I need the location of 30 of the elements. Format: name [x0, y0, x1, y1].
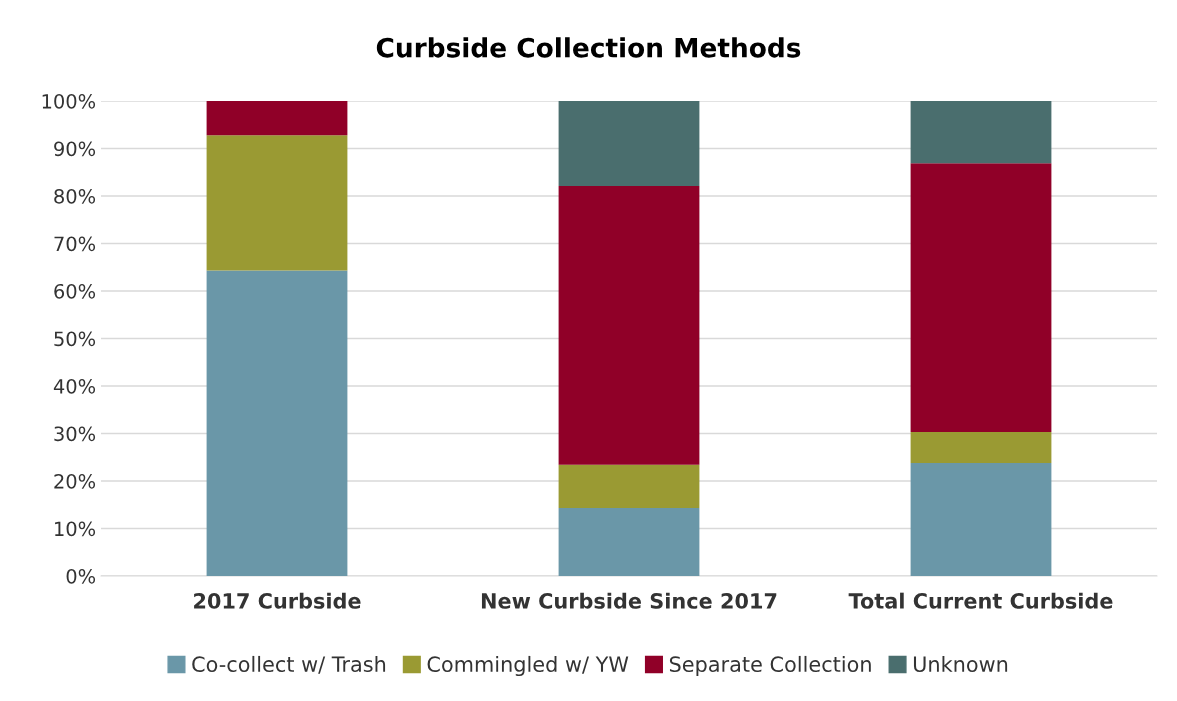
y-tick-label: 90%	[54, 141, 96, 157]
x-tick-label: Total Current Curbside	[848, 592, 1113, 609]
bar	[206, 101, 348, 136]
y-tick-label: 20%	[54, 473, 96, 489]
chart-title: Curbside Collection Methods	[376, 37, 801, 58]
bar	[558, 508, 700, 576]
y-tick-label: 50%	[54, 331, 96, 347]
x-tick-label: 2017 Curbside	[194, 592, 361, 609]
y-tick-label: 70%	[54, 236, 96, 252]
legend-label: Unknown	[913, 655, 1008, 673]
bar	[206, 270, 348, 576]
bar	[910, 101, 1052, 164]
bar	[910, 462, 1052, 576]
legend-label: Commingled w/ YW	[427, 655, 629, 677]
bar	[206, 135, 348, 271]
y-tick-label: 0%	[66, 568, 96, 584]
y-tick-label: 60%	[54, 283, 96, 299]
y-tick-label: 40%	[53, 378, 96, 394]
y-tick-label: 100%	[42, 93, 96, 109]
x-tick-label: New Curbside Since 2017	[481, 592, 777, 609]
legend-label: Separate Collection	[669, 655, 871, 677]
y-tick-label: 10%	[55, 521, 96, 537]
bar	[910, 163, 1052, 433]
bar	[558, 186, 700, 465]
bar	[910, 432, 1052, 463]
legend-label: Co-collect w/ Trash	[192, 655, 386, 674]
bar	[558, 464, 700, 509]
bar	[558, 101, 700, 187]
y-tick-label: 80%	[54, 188, 96, 204]
y-tick-label: 30%	[54, 426, 96, 442]
